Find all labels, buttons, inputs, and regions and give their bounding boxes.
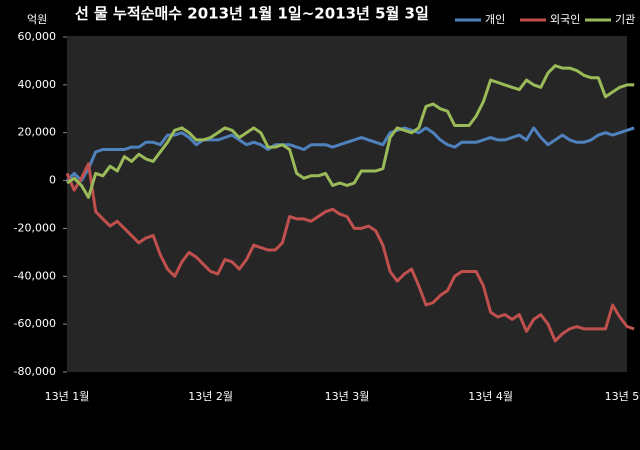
legend-label: 개인 [485, 13, 505, 26]
series-line [65, 162, 635, 343]
series-line [66, 64, 635, 199]
legend-label: 외국인 [550, 13, 580, 26]
y-tick-label: -20,000 [14, 221, 56, 234]
y-tick-label: 0 [49, 174, 56, 187]
y-axis-label: 억원 [27, 13, 47, 26]
x-tick-label: 13년 2월 [188, 390, 233, 403]
y-tick-label: -60,000 [14, 317, 56, 330]
chart-title: 선 물 누적순매수 2013년 1월 1일~2013년 5월 3일 [75, 5, 429, 23]
legend-label: 기관 [615, 13, 635, 26]
x-tick-label: 13년 1월 [45, 390, 90, 403]
x-tick-label: 13년 5월 [605, 390, 640, 403]
series-line [65, 126, 635, 183]
x-tick-label: 13년 4월 [468, 390, 513, 403]
y-tick-label: -80,000 [14, 365, 56, 378]
y-tick-label: -40,000 [14, 269, 56, 282]
x-tick-label: 13년 3월 [325, 390, 370, 403]
y-tick-label: 40,000 [18, 78, 57, 91]
y-tick-label: 20,000 [18, 126, 57, 139]
plot-area [67, 36, 627, 372]
y-tick-label: 60,000 [18, 30, 57, 43]
